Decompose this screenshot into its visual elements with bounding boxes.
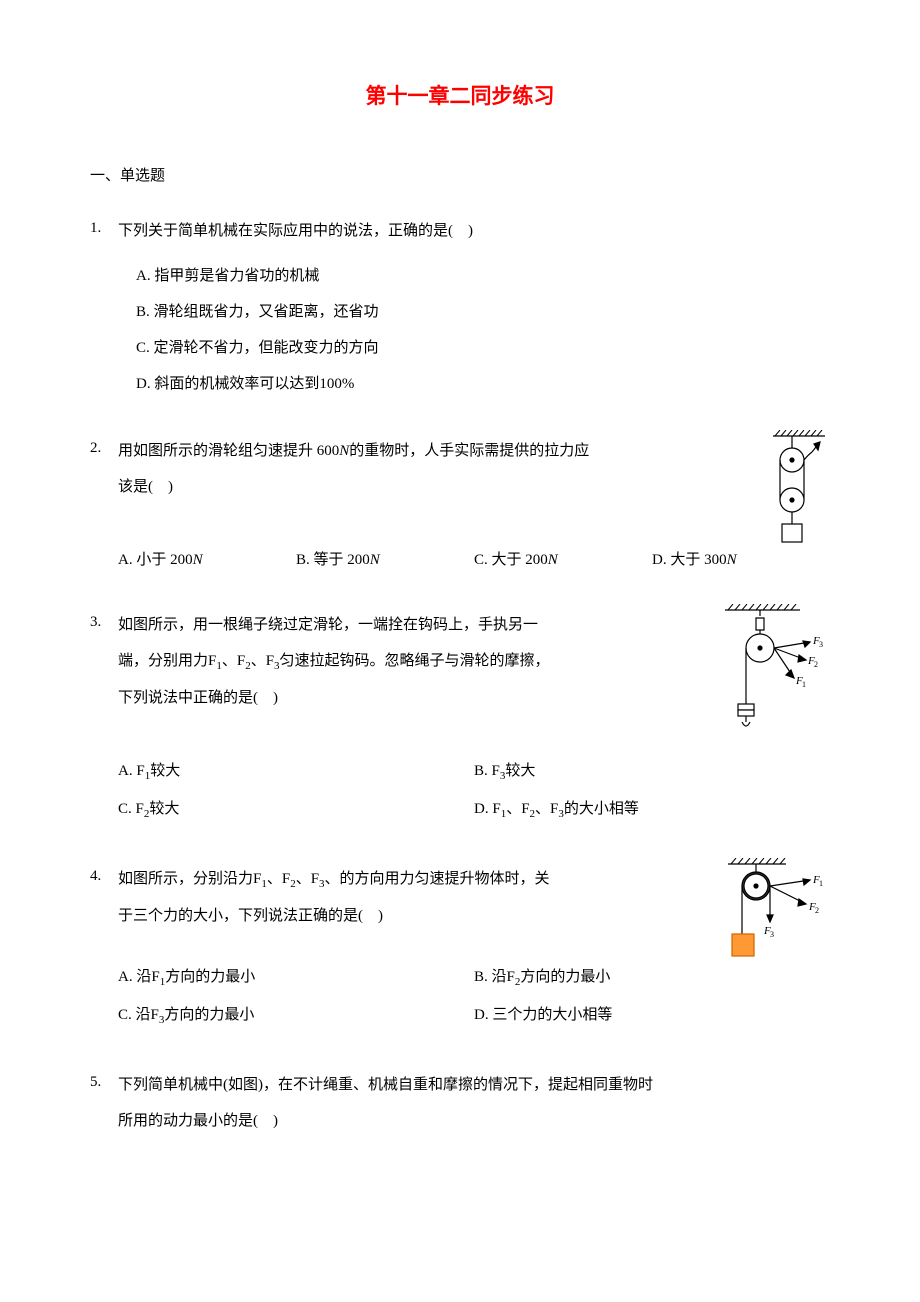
stem-text: 该是( ) (118, 472, 710, 502)
question-3: 3. 如图所示，用一根绳子绕过定滑轮，一端拴在钩码上，手执另一 端，分别用力F1… (90, 610, 830, 836)
page-title: 第十一章二同步练习 (90, 80, 830, 114)
option-c: C. 沿F3方向的力最小 (118, 1003, 474, 1030)
option-a: A. 沿F1方向的力最小 (118, 965, 474, 992)
options-row: A. 小于 200N B. 等于 200N C. 大于 200N D. 大于 3… (118, 548, 830, 582)
question-1: 1. 下列关于简单机械在实际应用中的说法，正确的是( ) A. 指甲剪是省力省功… (90, 216, 830, 408)
question-number: 1. (90, 216, 118, 408)
figure-pulley-system (768, 430, 830, 548)
stem-text: 如图所示，分别沿力F1、F2、F3、的方向用力匀速提升物体时，关 (118, 864, 710, 895)
stem-text: 下列说法中正确的是( ) (118, 683, 710, 713)
stem-text: 端，分别用力F1、F2、F3匀速拉起钩码。忽略绳子与滑轮的摩擦， (118, 646, 710, 677)
option-b: B. 滑轮组既省力，又省距离，还省功 (136, 300, 830, 324)
question-4: 4. 如图所示，分别沿力F1、F2、F3、的方向用力匀速提升物体时，关 于三个力… (90, 864, 830, 1042)
svg-text:3: 3 (770, 930, 774, 939)
svg-text:2: 2 (814, 660, 818, 669)
option-a: A. 小于 200N (118, 548, 296, 572)
question-number: 4. (90, 864, 118, 1042)
question-number: 5. (90, 1070, 118, 1154)
option-c: C. 大于 200N (474, 548, 652, 572)
option-c: C. 定滑轮不省力，但能改变力的方向 (136, 336, 830, 360)
question-2: 2. 用如图所示的滑轮组匀速提升 600N的重物时，人手实际需提供的拉力应 该是… (90, 436, 830, 582)
question-stem: 下列简单机械中(如图)，在不计绳重、机械自重和摩擦的情况下，提起相同重物时 所用… (118, 1070, 830, 1136)
svg-text:3: 3 (819, 640, 823, 649)
stem-text: 所用的动力最小的是( ) (118, 1106, 830, 1136)
options-grid: A. 沿F1方向的力最小 B. 沿F2方向的力最小 C. 沿F3方向的力最小 D… (118, 965, 830, 1042)
question-number: 3. (90, 610, 118, 836)
question-number: 2. (90, 436, 118, 582)
figure-fixed-pulley-block: F1 F2 F3 (724, 858, 830, 968)
option-d: D. 大于 300N (652, 548, 830, 572)
figure-fixed-pulley-angles: F3 F2 F1 (720, 604, 830, 734)
options-vertical: A. 指甲剪是省力省功的机械 B. 滑轮组既省力，又省距离，还省功 C. 定滑轮… (136, 264, 830, 396)
stem-text: 于三个力的大小，下列说法正确的是( ) (118, 901, 710, 931)
option-a: A. 指甲剪是省力省功的机械 (136, 264, 830, 288)
option-c: C. F2较大 (118, 797, 474, 824)
option-a: A. F1较大 (118, 759, 474, 786)
stem-text: 下列简单机械中(如图)，在不计绳重、机械自重和摩擦的情况下，提起相同重物时 (118, 1070, 830, 1100)
stem-text: 的重物时，人手实际需提供的拉力应 (349, 443, 589, 459)
svg-text:2: 2 (815, 906, 819, 915)
svg-text:1: 1 (802, 680, 806, 689)
option-b: B. 沿F2方向的力最小 (474, 965, 830, 992)
stem-text: 用如图所示的滑轮组匀速提升 600 (118, 443, 339, 459)
question-5: 5. 下列简单机械中(如图)，在不计绳重、机械自重和摩擦的情况下，提起相同重物时… (90, 1070, 830, 1154)
option-b: B. 等于 200N (296, 548, 474, 572)
option-d: D. 斜面的机械效率可以达到100% (136, 372, 830, 396)
option-d: D. F1、F2、F3的大小相等 (474, 797, 830, 824)
stem-text: 如图所示，用一根绳子绕过定滑轮，一端拴在钩码上，手执另一 (118, 610, 710, 640)
question-stem: 下列关于简单机械在实际应用中的说法，正确的是( ) (118, 216, 830, 246)
options-grid: A. F1较大 B. F3较大 C. F2较大 D. F1、F2、F3的大小相等 (118, 759, 830, 836)
option-b: B. F3较大 (474, 759, 830, 786)
section-heading: 一、单选题 (90, 164, 830, 188)
option-d: D. 三个力的大小相等 (474, 1003, 830, 1030)
svg-text:1: 1 (819, 879, 823, 888)
unit-n: N (339, 443, 349, 459)
question-stem: 用如图所示的滑轮组匀速提升 600N的重物时，人手实际需提供的拉力应 该是( ) (118, 436, 830, 502)
